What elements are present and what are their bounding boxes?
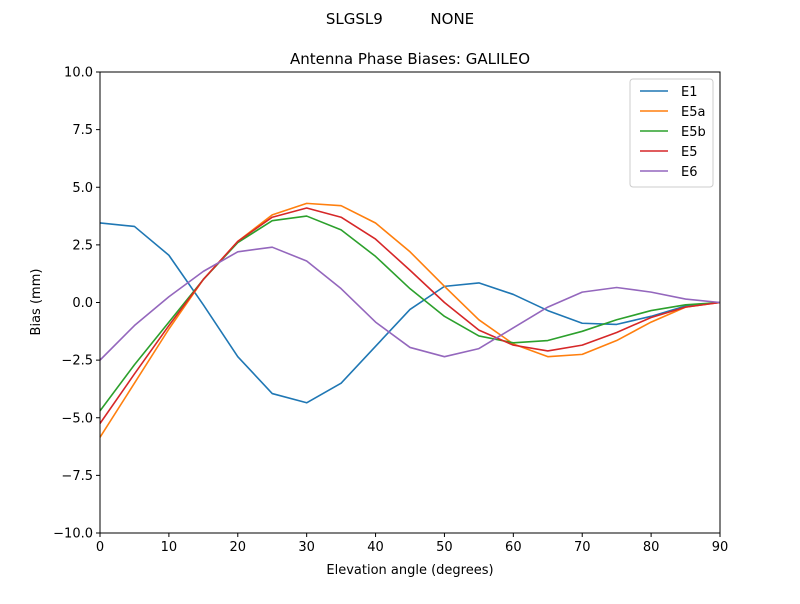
x-tick-label: 80 [643, 540, 660, 555]
y-tick-label: −10.0 [53, 527, 93, 542]
y-tick-label: 7.5 [72, 123, 93, 138]
y-tick-label: −2.5 [61, 354, 93, 369]
y-tick-label: 10.0 [64, 66, 93, 81]
series-line-e1 [99, 222, 721, 404]
x-tick-label: 0 [96, 540, 104, 555]
y-tick-label: −5.0 [61, 411, 93, 426]
legend-label: E5b [681, 125, 706, 140]
x-tick-label: 50 [436, 540, 453, 555]
y-tick-label: 5.0 [72, 181, 93, 196]
chart-suptitle: SLGSL9 NONE [326, 10, 474, 28]
x-tick-label: 30 [298, 540, 315, 555]
series-line-e5 [99, 207, 721, 424]
y-tick-label: −7.5 [61, 469, 93, 484]
series-line-e6 [99, 246, 721, 361]
x-tick-label: 70 [574, 540, 591, 555]
x-tick-label: 60 [505, 540, 522, 555]
x-tick-label: 10 [161, 540, 178, 555]
x-axis-label: Elevation angle (degrees) [326, 563, 493, 578]
legend-label: E6 [681, 165, 698, 180]
y-tick-label: 2.5 [72, 238, 93, 253]
legend: E1 E5a E5b E5 E6 [629, 78, 714, 188]
y-axis-label: Bias (mm) [29, 269, 44, 336]
chart-title: Antenna Phase Biases: GALILEO [290, 50, 530, 68]
axes-frame [99, 71, 721, 534]
y-tick-label: 0.0 [72, 296, 93, 311]
legend-label: E5a [681, 105, 705, 120]
legend-label: E1 [681, 85, 698, 100]
x-tick-label: 40 [367, 540, 384, 555]
x-tick-label: 90 [712, 540, 729, 555]
legend-box [629, 78, 714, 188]
legend-label: E5 [681, 145, 698, 160]
x-tick-label: 20 [230, 540, 247, 555]
series-line-e5a [99, 202, 721, 438]
series-line-e5b [99, 215, 721, 412]
